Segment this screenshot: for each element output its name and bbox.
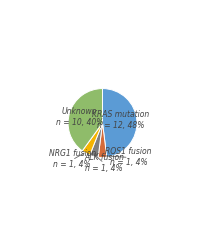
Text: n = 12, 48%: n = 12, 48%	[96, 121, 144, 130]
Wedge shape	[68, 89, 102, 151]
Text: Unknown: Unknown	[61, 107, 97, 116]
Text: n = 1, 4%: n = 1, 4%	[53, 160, 91, 169]
Wedge shape	[89, 123, 102, 157]
Wedge shape	[82, 123, 102, 155]
Wedge shape	[102, 89, 136, 157]
Text: n = 1, 4%: n = 1, 4%	[109, 158, 147, 167]
Text: KRAS mutation: KRAS mutation	[91, 110, 149, 119]
Text: n = 1, 4%: n = 1, 4%	[85, 164, 122, 173]
Text: ROS1 fusion: ROS1 fusion	[105, 147, 151, 156]
Wedge shape	[98, 123, 106, 157]
Text: NRG1 fusion: NRG1 fusion	[48, 149, 95, 158]
Text: n = 10, 40%: n = 10, 40%	[55, 118, 103, 127]
Text: ALK fusion: ALK fusion	[84, 153, 124, 162]
